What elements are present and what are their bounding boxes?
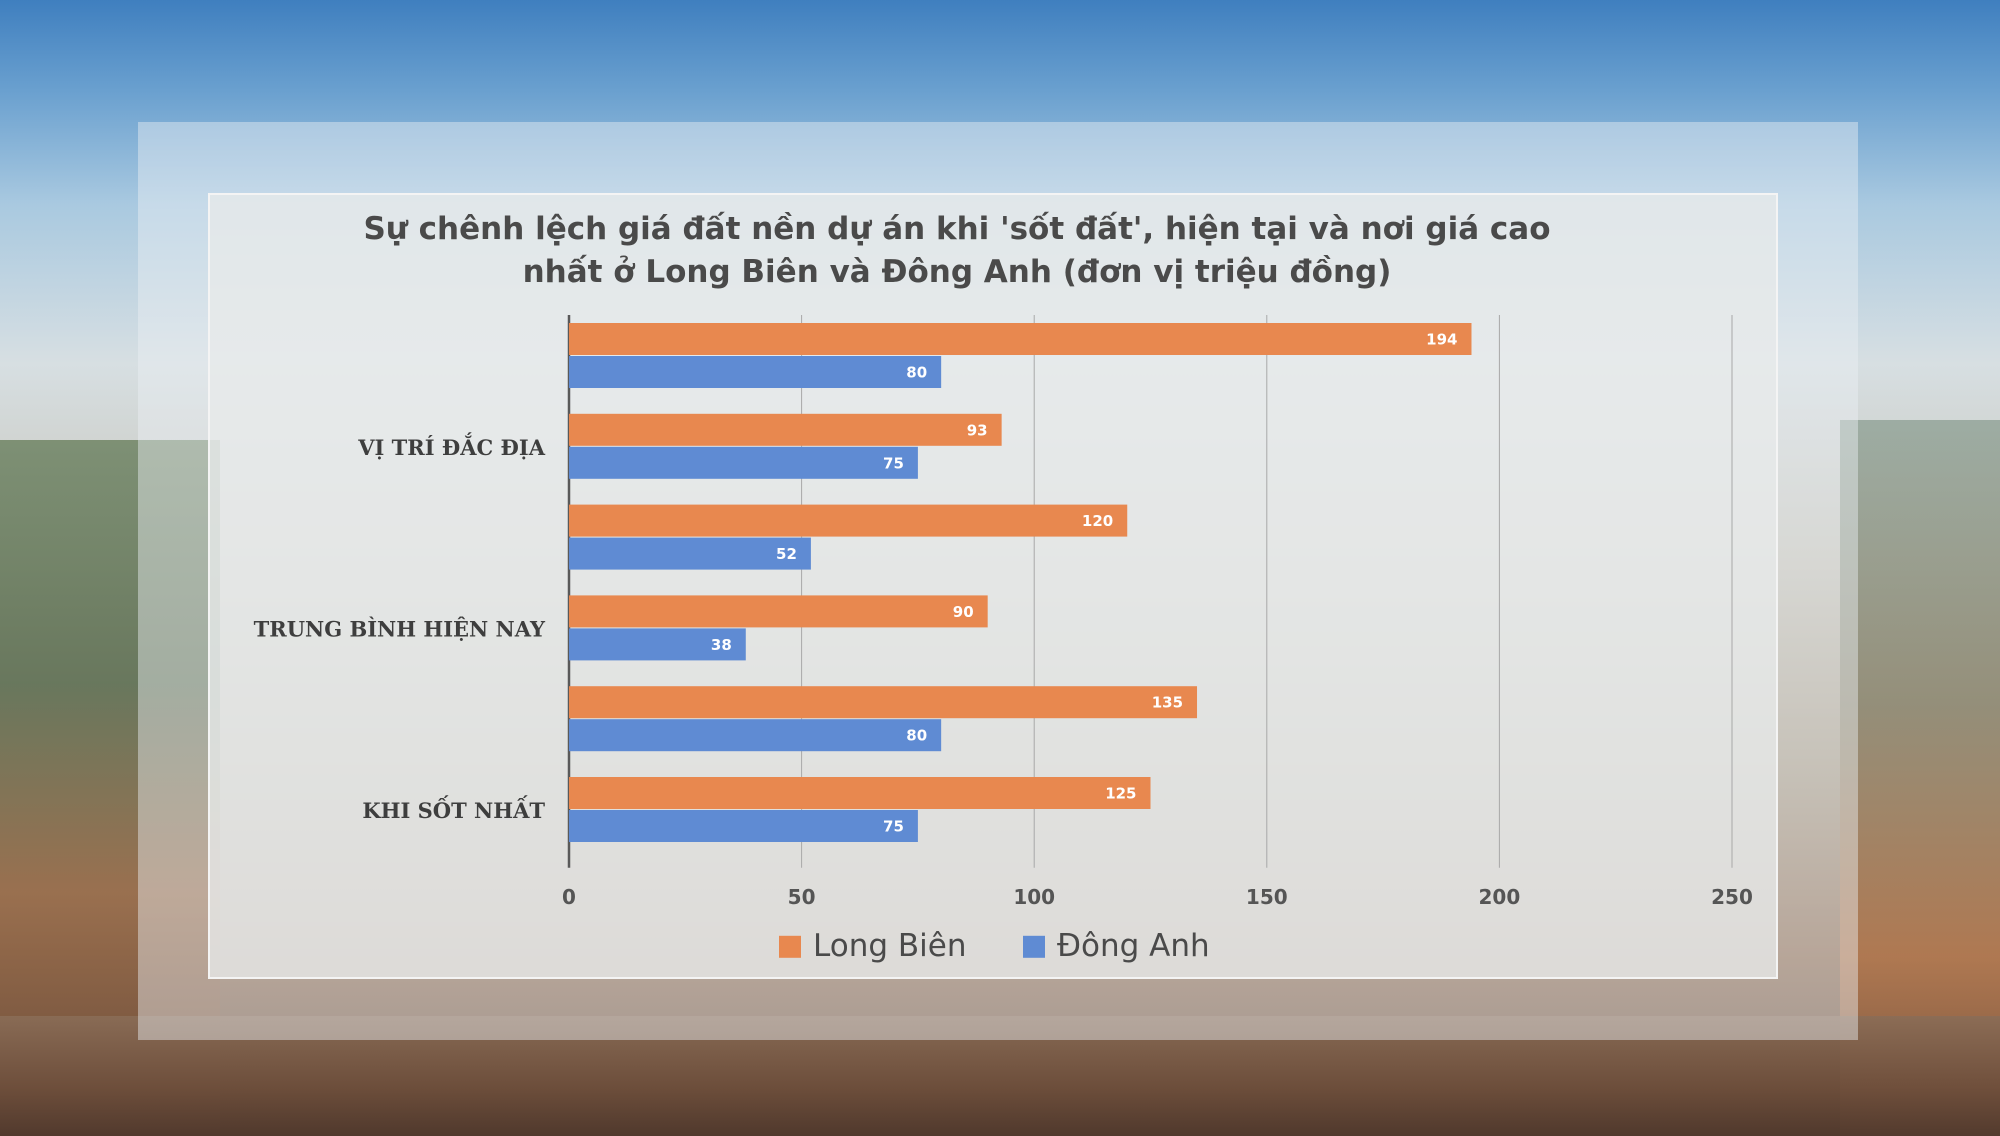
dong-anh-bar	[569, 719, 942, 752]
category-label: TRUNG BÌNH HIỆN NAY	[254, 616, 546, 641]
dong-anh-bar	[569, 628, 746, 661]
category-labels: VỊ TRÍ ĐẮC ĐỊA TRUNG BÌNH HIỆN NAY KHI SỐT…	[254, 433, 546, 823]
chart-panel: Sự chênh lệch giá đất nền dự án khi 'sốt…	[208, 193, 1778, 979]
gridlines	[567, 315, 1733, 868]
long-bien-bar	[569, 413, 1002, 446]
data-label: 125	[1105, 785, 1136, 803]
long-bien-bar	[569, 504, 1128, 537]
data-label: 90	[953, 603, 974, 621]
chart-title-line-2: nhất ở Long Biên và Đông Anh (đơn vị tri…	[523, 254, 1392, 290]
legend-dong-anh-label: Đông Anh	[1057, 928, 1210, 964]
data-label: 93	[967, 421, 988, 439]
data-label: 194	[1426, 331, 1457, 349]
data-label: 80	[906, 364, 927, 382]
dong-anh-bar	[569, 356, 942, 388]
category-label: KHI SỐT NHẤT	[362, 796, 545, 823]
bars: 194 80 93 75 120 52 90 38 135 80 125 75	[569, 323, 1472, 842]
dong-anh-bar	[569, 537, 811, 570]
data-label: 80	[906, 727, 927, 745]
bar-chart: Sự chênh lệch giá đất nền dự án khi 'sốt…	[254, 211, 1753, 964]
data-label: 75	[883, 454, 904, 472]
legend-dong-anh-swatch	[1023, 935, 1045, 958]
long-bien-bar	[569, 686, 1198, 719]
x-tick-label: 100	[1013, 885, 1055, 909]
x-tick-label: 0	[562, 885, 576, 909]
dong-anh-bar	[569, 810, 918, 842]
chart-title-line-1: Sự chênh lệch giá đất nền dự án khi 'sốt…	[363, 211, 1550, 247]
dong-anh-bar	[569, 446, 918, 479]
x-tick-label: 150	[1246, 885, 1288, 909]
legend: Long Biên Đông Anh	[779, 928, 1210, 964]
data-label: 38	[711, 636, 732, 654]
data-label: 135	[1152, 694, 1183, 712]
long-bien-bar	[569, 777, 1151, 809]
background-bottom-rooftops	[0, 1016, 2000, 1136]
x-tick-label: 50	[788, 885, 816, 909]
x-tick-label: 200	[1479, 885, 1521, 909]
data-label: 120	[1082, 512, 1113, 530]
data-label: 52	[776, 545, 797, 563]
x-tick-label: 250	[1711, 885, 1753, 909]
legend-long-bien-label: Long Biên	[813, 928, 966, 964]
long-bien-bar	[569, 323, 1472, 355]
category-label: VỊ TRÍ ĐẮC ĐỊA	[357, 433, 545, 460]
legend-long-bien-swatch	[779, 935, 801, 958]
long-bien-bar	[569, 595, 988, 628]
x-tick-labels: 0 50 100 150 200 250	[562, 885, 1753, 909]
data-label: 75	[883, 818, 904, 836]
